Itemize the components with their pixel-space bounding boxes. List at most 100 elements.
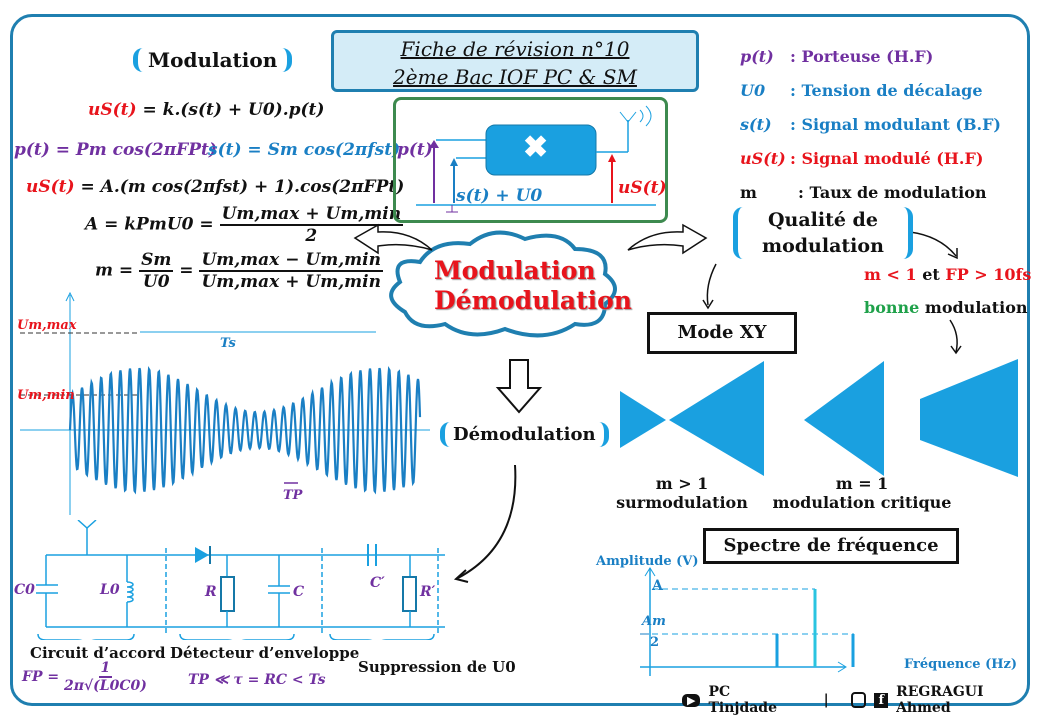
resistor-rp <box>402 576 417 612</box>
quality-line1: Qualité de <box>767 209 878 231</box>
eq-lhs: uS(t) <box>88 100 137 120</box>
section-detecteur: Détecteur d’enveloppe <box>170 644 360 662</box>
equation-signal: s(t) = Sm cos(2πfst) <box>208 140 401 160</box>
legend-text: : Porteuse (H.F) <box>790 47 934 66</box>
label-cp: C′ <box>370 575 385 591</box>
xy-surmodulation-right <box>669 361 764 476</box>
eq-lhs: A = kPmU0 = <box>85 214 214 235</box>
cloud-line2: Démodulation <box>434 286 632 315</box>
section-accord: Circuit d’accord <box>30 644 166 662</box>
fraction: 1 2π√(L0C0) <box>64 660 147 694</box>
label-umax: Um,max <box>17 318 77 333</box>
tick-am: Am <box>642 614 666 629</box>
tick-2: 2 <box>650 635 660 650</box>
legend-symbol: uS(t) <box>740 149 786 168</box>
legend-row: p(t) : Porteuse (H.F) <box>740 40 1001 74</box>
legend-text: : Signal modulé (H.F) <box>790 149 984 168</box>
cloud-shape <box>389 230 617 338</box>
spectrum-xlabel: Fréquence (Hz) <box>904 657 1018 672</box>
fraction: Um,max + Um,min 2 <box>219 204 404 246</box>
equation-amplitude: A = kPmU0 = Um,max + Um,min 2 <box>85 204 404 246</box>
page-frame <box>10 14 1030 706</box>
spectrum-chart <box>640 567 855 676</box>
case-critique: m = 1 modulation critique <box>772 474 952 512</box>
xy-bonne <box>920 359 1018 477</box>
label-c0: C0 <box>14 582 35 598</box>
quality-line2: modulation <box>762 235 884 257</box>
fraction: Um,max − Um,min Um,max + Um,min <box>199 250 383 292</box>
author-name: REGRAGUI Ahmed <box>896 684 984 716</box>
denominator: 2π√(L0C0) <box>63 678 147 694</box>
cloud-label: Modulation Démodulation <box>434 256 632 316</box>
section-suppression: Suppression de U0 <box>358 658 516 676</box>
modulation-heading: Modulation <box>133 48 293 72</box>
inductor-icon <box>126 581 134 603</box>
separator: | <box>823 692 829 708</box>
title-line1: Fiche de révision n°10 <box>400 37 630 61</box>
spectrum-title-box: Spectre de fréquence <box>703 528 959 564</box>
eq-rhs: = A.(m cos(2πfst) + 1).cos(2πFPt) <box>80 177 405 197</box>
youtube-channel[interactable]: PC Tinjdade <box>708 684 778 716</box>
label-tp: TP <box>283 488 303 503</box>
case-m: m > 1 <box>655 474 709 493</box>
legend-symbol: s(t) <box>740 115 772 134</box>
case-label: surmodulation <box>616 493 748 512</box>
multiplier-block <box>485 124 597 176</box>
eq-lhs: m = <box>95 260 134 281</box>
equation-us-a: uS(t) = A.(m cos(2πfst) + 1).cos(2πFPt) <box>26 177 404 197</box>
antenna-icon <box>77 520 97 530</box>
title-box: Fiche de révision n°10 2ème Bac IOF PC &… <box>331 30 699 92</box>
youtube-icon[interactable]: ▶ <box>682 693 701 707</box>
mode-xy-box: Mode XY <box>647 312 797 354</box>
xy-critique <box>804 361 884 476</box>
legend-text: : Tension de décalage <box>790 81 983 100</box>
label-rp: R′ <box>420 584 436 600</box>
demodulation-heading: Démodulation <box>440 422 609 447</box>
legend-symbol: p(t) <box>740 47 774 66</box>
numerator: Um,max − Um,min <box>199 250 383 272</box>
denominator: Um,max + Um,min <box>201 272 381 292</box>
arrow-down-icon <box>495 359 543 414</box>
legend-row: s(t) : Signal modulant (B.F) <box>740 108 1001 142</box>
equation-us-k: uS(t) = k.(s(t) + U0).p(t) <box>88 100 324 120</box>
condition-fp: FP > 10fs <box>945 265 1032 284</box>
xy-surmodulation-left <box>620 391 666 448</box>
legend-row: uS(t): Signal modulé (H.F) <box>740 142 1001 176</box>
tick-a: A <box>652 578 663 594</box>
condition: m < 1 et FP > 10fs <box>864 265 1031 284</box>
case-m: m = 1 <box>835 474 889 493</box>
diode-icon <box>195 547 209 563</box>
legend-text: : Signal modulant (B.F) <box>790 115 1001 134</box>
eq-rhs: = k.(s(t) + U0).p(t) <box>142 100 325 120</box>
antenna-icon <box>619 111 637 123</box>
equation-carrier: p(t) = Pm cos(2πFPt) <box>14 140 217 160</box>
numerator: Sm <box>139 250 174 272</box>
multiplier-diagram: ✖ s(t) + U0 uS(t) <box>393 97 668 223</box>
label-ts: Ts <box>220 336 236 351</box>
numerator: Um,max + Um,min <box>219 204 404 226</box>
formula-tau: TP ≪ τ = RC < Ts <box>188 672 326 688</box>
legend-text: : Taux de modulation <box>798 183 987 202</box>
legend-row: m: Taux de modulation <box>740 176 1001 210</box>
instagram-icon[interactable] <box>850 692 867 708</box>
numerator: 1 <box>98 660 113 678</box>
fraction: Sm U0 <box>139 250 174 292</box>
modulated-waveform <box>20 291 430 515</box>
output-us-label: uS(t) <box>618 178 667 198</box>
case-surmodulation: m > 1 surmodulation <box>612 474 752 512</box>
good-word: bonne <box>864 298 920 317</box>
spectrum-ylabel: Amplitude (V) <box>596 554 699 569</box>
condition-m: m < 1 <box>864 265 917 284</box>
condition-et: et <box>922 265 940 284</box>
legend-symbol: U0 <box>740 81 766 100</box>
arrow-right-icon <box>627 223 708 255</box>
label-l0: L0 <box>100 582 120 598</box>
input-s-label: s(t) + U0 <box>456 186 543 206</box>
footer: ▶ PC Tinjdade | f REGRAGUI Ahmed <box>682 684 1040 716</box>
case-label: modulation critique <box>772 493 952 512</box>
denominator: 2 <box>305 226 318 246</box>
title-line2: 2ème Bac IOF PC & SM <box>393 65 637 89</box>
equation-modulation-rate: m = Sm U0 = Um,max − Um,min Um,max + Um,mi… <box>95 250 383 292</box>
facebook-icon[interactable]: f <box>874 692 889 708</box>
label-r: R <box>205 584 217 600</box>
